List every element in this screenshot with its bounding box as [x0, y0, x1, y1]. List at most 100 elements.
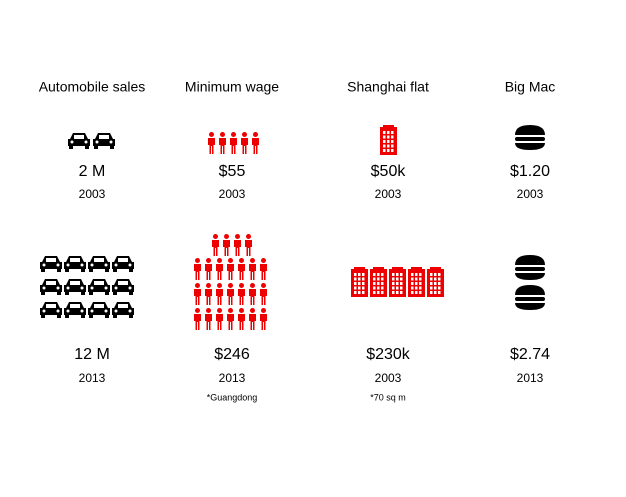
person-icon [260, 258, 267, 280]
column-title: Big Mac [505, 79, 556, 95]
car-light [128, 263, 132, 267]
value: $2.74 [510, 346, 550, 363]
building-window [438, 282, 441, 285]
building-window [392, 277, 395, 281]
building-window [381, 291, 384, 294]
building-window [396, 291, 399, 294]
person-icon [238, 308, 245, 330]
building-window [354, 277, 357, 281]
building-window [358, 291, 361, 294]
car-icon [88, 256, 110, 272]
car-body [64, 256, 86, 269]
person-body [245, 240, 252, 256]
building-window [391, 149, 394, 152]
car-light [104, 286, 108, 290]
column-title: Shanghai flat [347, 79, 429, 95]
building-window [387, 144, 390, 148]
year: 2003 [79, 187, 106, 201]
person-icon [205, 283, 212, 305]
car-icon [112, 279, 134, 295]
car-window [46, 304, 56, 308]
car-light [109, 140, 113, 144]
person-body [260, 314, 267, 330]
person-icon [227, 258, 234, 280]
person-body [230, 138, 237, 154]
building-window [400, 273, 403, 276]
person-body [205, 264, 212, 280]
building-window [377, 282, 380, 285]
person-icon [234, 234, 241, 256]
building-window [383, 140, 386, 143]
building-window [387, 135, 390, 139]
person-head [217, 258, 222, 263]
car-wheel [81, 291, 85, 295]
car-body [88, 302, 110, 315]
building-top [373, 267, 384, 270]
building-window [400, 286, 403, 290]
car-light [66, 309, 70, 313]
person-head [220, 132, 225, 137]
car-light [70, 140, 74, 144]
person-body [238, 289, 245, 305]
person-head [242, 132, 247, 137]
person-icon [249, 258, 256, 280]
car-wheel [94, 145, 98, 149]
car-body [68, 133, 90, 146]
car-wheel [129, 291, 133, 295]
building-window [383, 131, 386, 134]
building-window [434, 286, 437, 290]
building-window [396, 277, 399, 281]
car-body [112, 256, 134, 269]
person-body [205, 289, 212, 305]
car-icon [93, 133, 115, 149]
year: 2003 [219, 187, 246, 201]
car-light [66, 286, 70, 290]
car-body [64, 279, 86, 292]
building-window [411, 282, 414, 285]
building-window [411, 273, 414, 276]
person-head [228, 308, 233, 313]
person-head [217, 283, 222, 288]
building-window [387, 149, 390, 152]
year: 2013 [79, 371, 106, 385]
building-window [383, 144, 386, 148]
car-light [114, 263, 118, 267]
burger-patty [515, 267, 545, 271]
car-wheel [89, 268, 93, 272]
car-body [112, 279, 134, 292]
car-wheel [105, 314, 109, 318]
person-body [216, 264, 223, 280]
building-window [434, 277, 437, 281]
car-icon [64, 302, 86, 318]
person-head [250, 308, 255, 313]
year: 2013 [517, 371, 544, 385]
building-window [415, 282, 418, 285]
person-head [209, 132, 214, 137]
building-icon [351, 267, 368, 297]
person-head [206, 283, 211, 288]
person-head [206, 308, 211, 313]
person-head [246, 234, 251, 239]
car-light [114, 309, 118, 313]
car-window [70, 258, 80, 262]
person-body [234, 240, 241, 256]
building-window [373, 273, 376, 276]
person-icon [230, 132, 237, 154]
value: 12 M [74, 346, 110, 363]
building-window [377, 286, 380, 290]
car-wheel [113, 291, 117, 295]
building-window [358, 277, 361, 281]
person-icon [227, 308, 234, 330]
person-icon [249, 308, 256, 330]
person-body [252, 138, 259, 154]
person-head [253, 132, 258, 137]
building-window [387, 140, 390, 143]
car-body [88, 279, 110, 292]
car-light [104, 263, 108, 267]
car-icon [64, 256, 86, 272]
person-body [249, 289, 256, 305]
car-icon [112, 256, 134, 272]
car-light [56, 309, 60, 313]
car-window [46, 281, 56, 285]
